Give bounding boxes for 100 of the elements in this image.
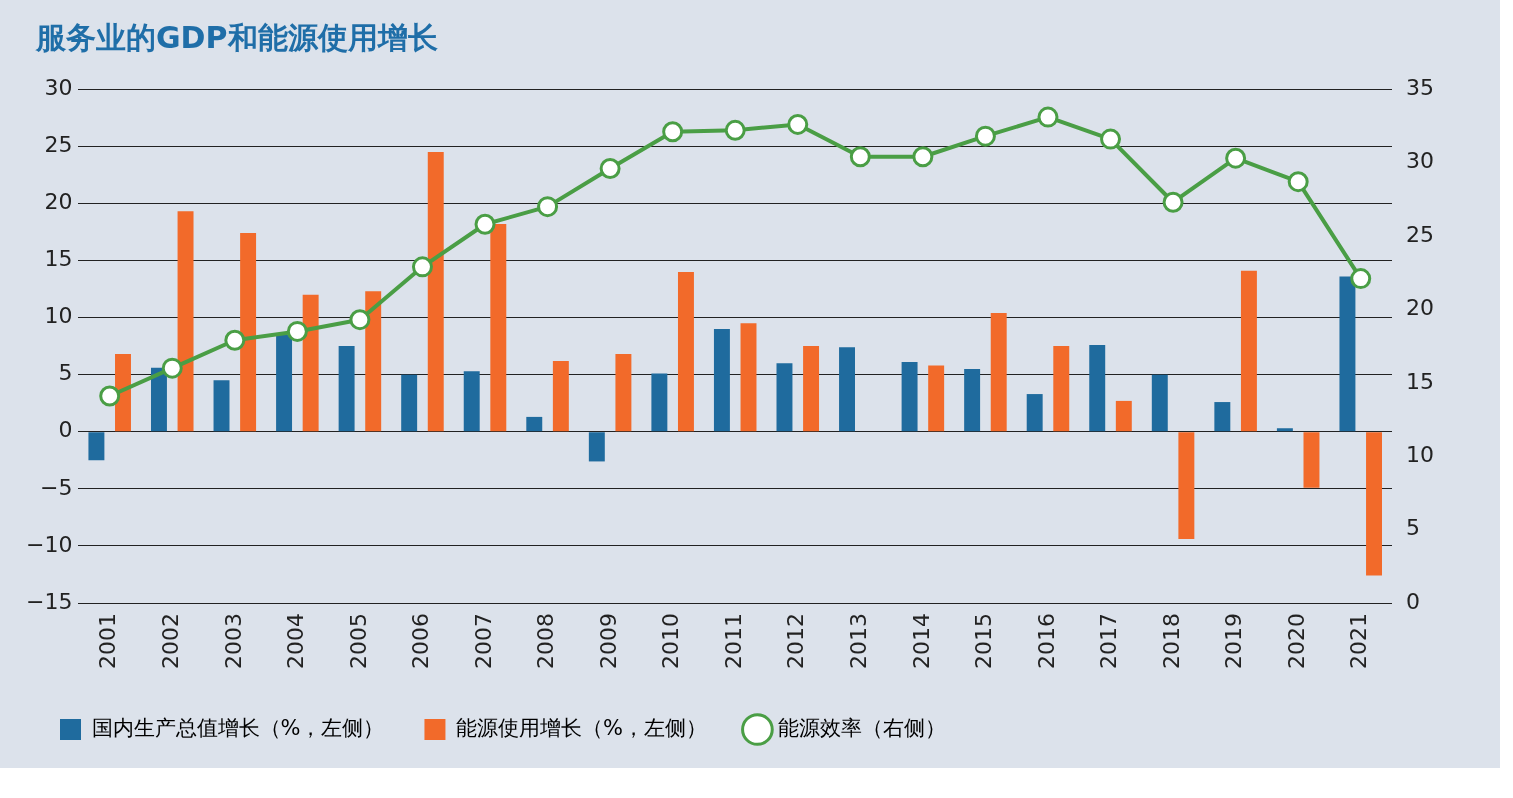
bar bbox=[463, 371, 480, 432]
y-tick-label: −10 bbox=[25, 531, 73, 557]
y-tick-label: 10 bbox=[44, 303, 73, 329]
point bbox=[224, 329, 246, 351]
point bbox=[1037, 106, 1059, 128]
y2-tick-label: 15 bbox=[1406, 368, 1435, 394]
point bbox=[1100, 128, 1122, 150]
x-tick-label: 2016 bbox=[1033, 613, 1059, 670]
y2-tick-label: 20 bbox=[1406, 295, 1435, 321]
x-tick-label: 2020 bbox=[1283, 613, 1309, 670]
x-tick-label: 2007 bbox=[470, 613, 496, 670]
bar bbox=[213, 380, 230, 432]
x-tick-label: 2010 bbox=[658, 613, 684, 670]
legend-label: 能源效率（右侧） bbox=[778, 715, 947, 740]
bar bbox=[588, 432, 605, 462]
y-tick-label: 5 bbox=[58, 360, 73, 386]
bar bbox=[990, 312, 1007, 432]
point bbox=[286, 320, 308, 342]
point bbox=[912, 146, 934, 168]
bar bbox=[1151, 374, 1168, 432]
point bbox=[411, 256, 433, 278]
legend-label: 国内生产总值增长（%，左侧） bbox=[91, 715, 385, 740]
y2-tick-label: 5 bbox=[1406, 515, 1421, 541]
x-tick-label: 2004 bbox=[283, 613, 309, 670]
point bbox=[1162, 191, 1184, 213]
bar bbox=[150, 367, 167, 432]
point bbox=[662, 121, 684, 143]
bar bbox=[740, 323, 757, 432]
bar bbox=[677, 271, 694, 432]
chart-title: 服务业的GDP和能源使用增长 bbox=[36, 19, 438, 57]
y-tick-label: 0 bbox=[58, 417, 73, 443]
bar bbox=[302, 294, 319, 432]
x-tick-label: 2002 bbox=[157, 613, 183, 670]
point bbox=[537, 196, 559, 218]
bar bbox=[1303, 432, 1320, 488]
point bbox=[1350, 268, 1372, 290]
x-tick-label: 2021 bbox=[1346, 613, 1372, 670]
y2-tick-label: 25 bbox=[1406, 221, 1435, 247]
bar bbox=[552, 360, 569, 432]
x-tick-label: 2011 bbox=[720, 613, 746, 670]
x-tick-label: 2001 bbox=[95, 613, 121, 670]
bar bbox=[490, 223, 507, 432]
legend-label: 能源使用增长（%，左侧） bbox=[455, 715, 707, 740]
bar bbox=[1214, 402, 1231, 432]
x-tick-label: 2019 bbox=[1221, 613, 1247, 670]
x-tick-label: 2012 bbox=[783, 613, 809, 670]
bar bbox=[177, 211, 194, 432]
bar bbox=[1115, 400, 1132, 432]
point bbox=[474, 213, 496, 235]
bar bbox=[1178, 432, 1195, 540]
y2-tick-label: 10 bbox=[1406, 441, 1435, 467]
bar bbox=[276, 334, 293, 432]
bar bbox=[776, 363, 793, 432]
point bbox=[724, 119, 746, 141]
bar bbox=[1276, 428, 1293, 432]
bar bbox=[1366, 432, 1382, 576]
y-tick-label: 15 bbox=[44, 246, 73, 272]
point bbox=[787, 113, 809, 135]
bar bbox=[115, 354, 131, 432]
x-tick-label: 2008 bbox=[533, 613, 559, 670]
bar bbox=[365, 291, 382, 432]
y-tick-label: −15 bbox=[25, 588, 73, 614]
y-tick-label: 20 bbox=[44, 189, 73, 215]
bar bbox=[240, 233, 257, 432]
x-tick-label: 2005 bbox=[345, 613, 371, 670]
bar bbox=[928, 365, 945, 432]
x-tick-label: 2009 bbox=[595, 613, 621, 670]
x-tick-label: 2017 bbox=[1096, 613, 1122, 670]
x-tick-label: 2018 bbox=[1158, 613, 1184, 670]
point bbox=[161, 357, 183, 379]
y-tick-label: 25 bbox=[44, 132, 73, 158]
bar bbox=[1240, 270, 1257, 432]
bar bbox=[427, 152, 444, 432]
bar bbox=[88, 432, 105, 461]
x-tick-label: 2015 bbox=[971, 613, 997, 670]
x-tick-label: 2014 bbox=[908, 613, 934, 670]
bar bbox=[338, 346, 355, 432]
y2-tick-label: 35 bbox=[1406, 74, 1435, 100]
bar bbox=[401, 374, 418, 432]
point bbox=[974, 125, 996, 147]
bar bbox=[1339, 276, 1356, 432]
point bbox=[1287, 171, 1309, 193]
y2-tick-label: 0 bbox=[1406, 588, 1421, 614]
point bbox=[849, 146, 871, 168]
y-tick-label: 30 bbox=[44, 74, 73, 100]
y2-tick-label: 30 bbox=[1406, 148, 1435, 174]
bar bbox=[1026, 394, 1043, 432]
bar bbox=[526, 416, 543, 432]
bar bbox=[713, 328, 730, 432]
point bbox=[599, 157, 621, 179]
bar bbox=[901, 362, 918, 432]
x-tick-label: 2006 bbox=[408, 613, 434, 670]
point bbox=[99, 385, 121, 407]
y-tick-label: −5 bbox=[39, 474, 73, 500]
bar bbox=[964, 368, 981, 432]
bar bbox=[839, 347, 855, 432]
bar bbox=[1089, 344, 1106, 432]
point bbox=[1225, 147, 1247, 169]
point bbox=[349, 309, 371, 331]
bar bbox=[803, 346, 820, 432]
